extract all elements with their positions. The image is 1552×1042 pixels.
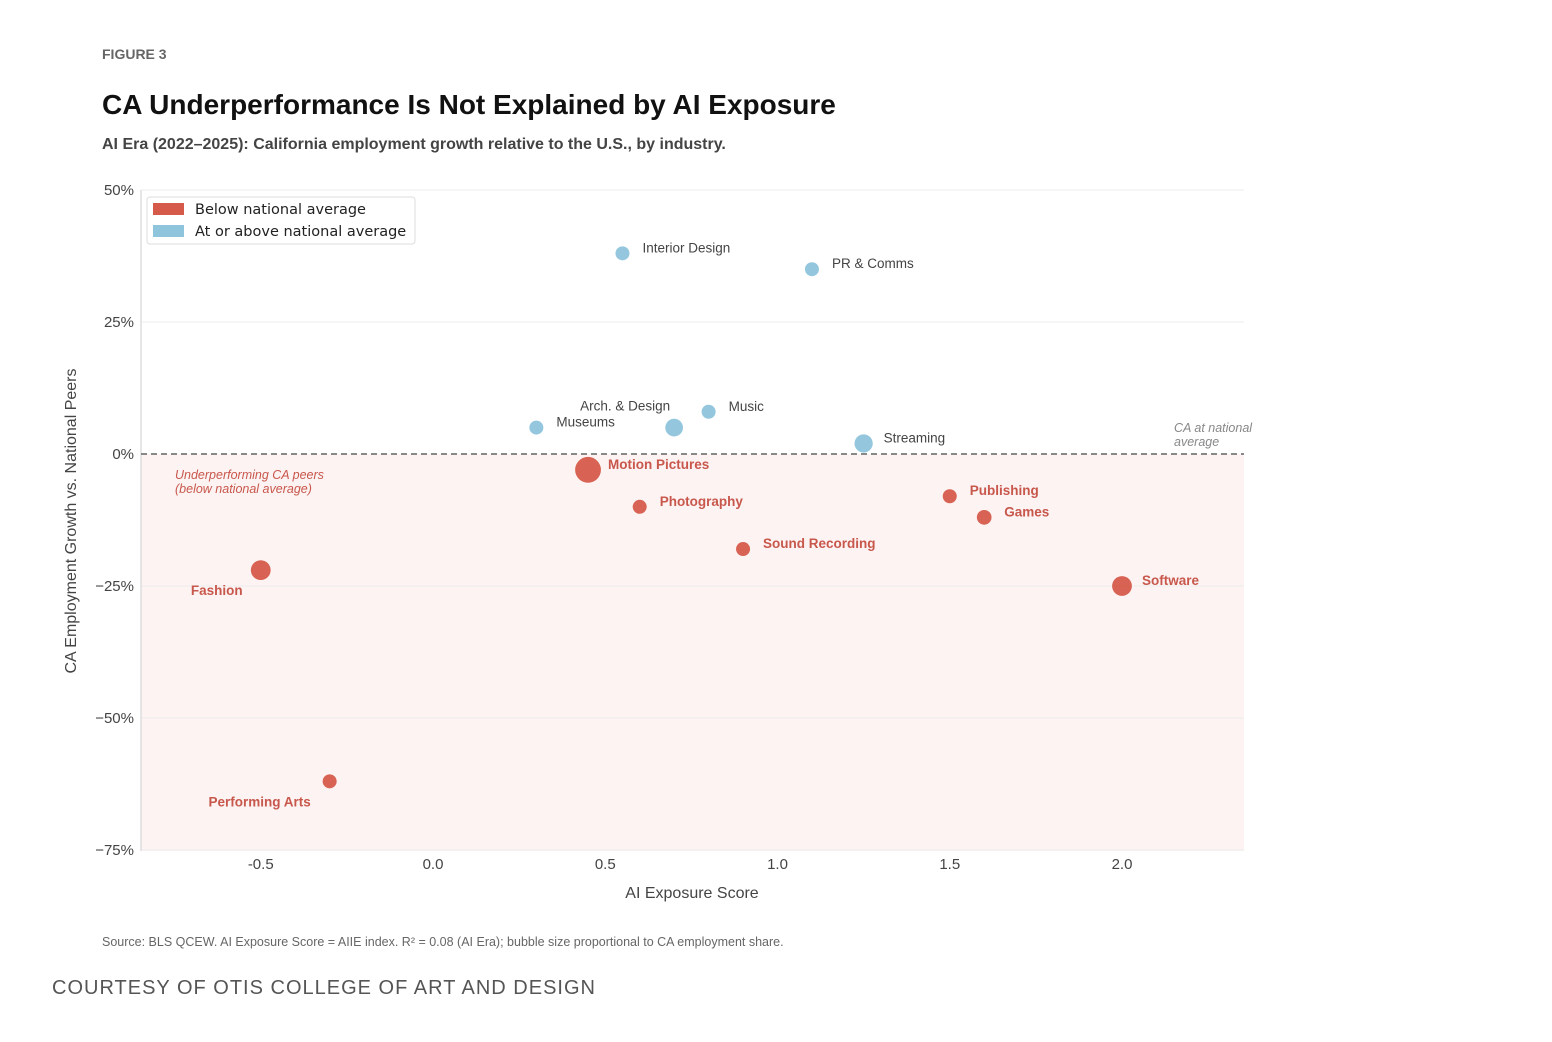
bubble-motion-pictures — [575, 456, 601, 483]
y-tick-label: 50% — [104, 182, 134, 199]
bubble-label: Fashion — [191, 583, 243, 598]
bubble-software — [1112, 576, 1132, 596]
bubble-label: Motion Pictures — [608, 457, 709, 472]
underperforming-region — [141, 454, 1244, 851]
bubble-museums — [529, 420, 544, 435]
chart-subtitle: AI Era (2022–2025): California employmen… — [102, 136, 726, 153]
bubble-streaming — [854, 434, 873, 453]
bubble-label: PR & Comms — [832, 256, 914, 271]
figure-label: FIGURE 3 — [102, 46, 167, 62]
bubble-pr-comms — [804, 262, 819, 277]
bubble-music — [701, 404, 716, 419]
bubble-label: Performing Arts — [209, 794, 311, 809]
bubble-label: Streaming — [884, 430, 946, 445]
bubble-photography — [632, 499, 647, 514]
bubble-publishing — [942, 489, 957, 504]
bubble-label: Photography — [660, 494, 744, 509]
bubble-label: Sound Recording — [763, 536, 876, 551]
bubble-label: Publishing — [970, 483, 1039, 498]
legend-box — [146, 196, 416, 245]
bubble-label: Museums — [556, 415, 615, 430]
legend-label: Below national average — [195, 202, 366, 218]
bubble-arch-design — [665, 418, 684, 437]
y-axis-label: CA Employment Growth vs. National Peers — [63, 368, 80, 673]
y-tick-label: 0% — [112, 446, 134, 463]
x-tick-label: 1.0 — [767, 856, 788, 873]
reference-line-label: CA at national — [1174, 421, 1253, 435]
bubble-performing-arts — [322, 774, 337, 789]
bubble-interior-design — [615, 246, 630, 261]
bubble-games — [976, 510, 992, 525]
bubble-label: Software — [1142, 573, 1200, 588]
region-note: Underperforming CA peers — [175, 468, 324, 482]
courtesy-credit: COURTESY OF OTIS COLLEGE OF ART AND DESI… — [52, 977, 596, 999]
x-tick-label: -0.5 — [248, 856, 274, 873]
bubble-label: Arch. & Design — [580, 399, 670, 414]
legend-swatch-above — [153, 225, 184, 237]
bubble-label: Games — [1004, 504, 1049, 519]
x-tick-label: 1.5 — [939, 856, 960, 873]
x-tick-label: 2.0 — [1112, 856, 1133, 873]
bubble-label: Interior Design — [642, 240, 730, 255]
legend-swatch-below — [153, 203, 184, 215]
x-tick-label: 0.5 — [595, 856, 616, 873]
bubble-fashion — [250, 560, 271, 581]
legend-label: At or above national average — [195, 224, 406, 240]
y-tick-label: −75% — [95, 842, 134, 859]
x-tick-label: 0.0 — [423, 856, 444, 873]
y-tick-label: −25% — [95, 578, 134, 595]
y-tick-label: 25% — [104, 314, 134, 331]
region-note: (below national average) — [175, 482, 312, 496]
bubble-label: Music — [729, 399, 765, 414]
bubble-sound-recording — [736, 542, 751, 557]
reference-line-label: average — [1174, 435, 1219, 449]
chart-title: CA Underperformance Is Not Explained by … — [102, 89, 836, 120]
source-note: Source: BLS QCEW. AI Exposure Score = AI… — [102, 935, 784, 949]
x-axis-label: AI Exposure Score — [625, 885, 759, 902]
y-tick-label: −50% — [95, 710, 134, 727]
